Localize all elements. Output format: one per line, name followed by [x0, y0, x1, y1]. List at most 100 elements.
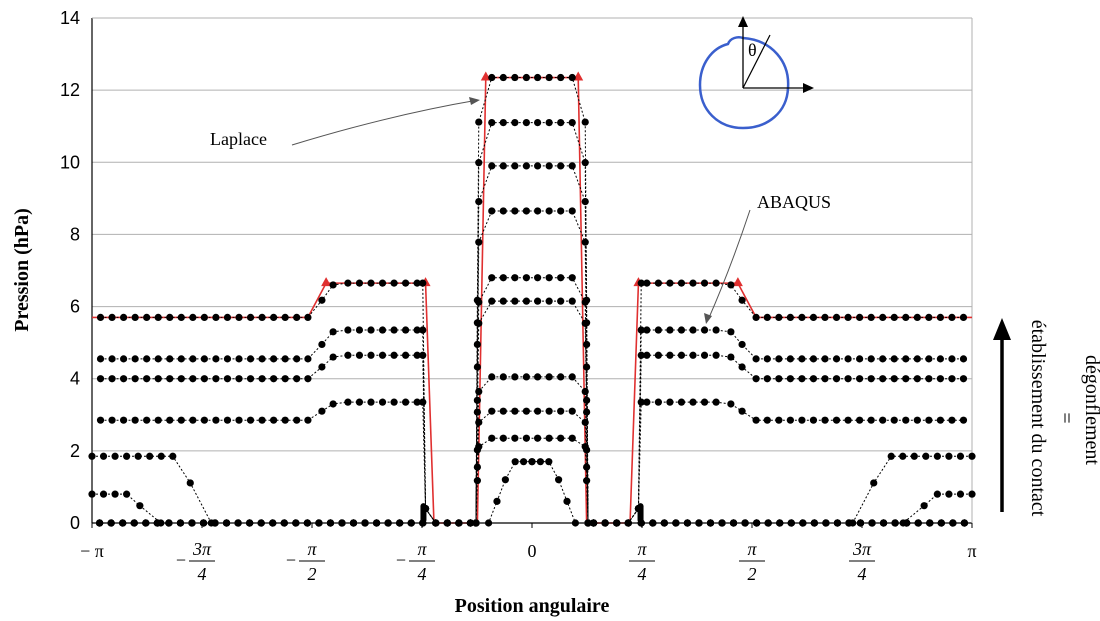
abaqus-point-3-24	[378, 398, 387, 406]
abaqus-cluster-0	[420, 503, 427, 523]
abaqus-point-3-14	[258, 416, 266, 424]
y-tick-label-12: 12	[60, 80, 80, 100]
abaqus-profile-9	[96, 458, 968, 527]
deflation-equals: =	[1055, 412, 1077, 423]
abaqus-point-9-52	[672, 519, 680, 527]
x-tick-label-8: π	[967, 541, 976, 561]
abaqus-point-2-44	[568, 162, 576, 170]
abaqus-point-3-73	[867, 416, 875, 424]
abaqus-point-3-56	[666, 398, 674, 406]
series	[88, 71, 976, 527]
abaqus-side-point-1-3	[933, 490, 941, 498]
abaqus-point-9-14	[257, 519, 265, 527]
abaqus-point-3-15	[270, 416, 278, 424]
abaqus-point-6-38	[511, 373, 519, 381]
abaqus-point-9-60	[764, 519, 772, 527]
abaqus-point-9-64	[810, 519, 818, 527]
laplace-marker-2	[321, 277, 332, 287]
abaqus-point-3-44	[568, 207, 576, 215]
abaqus-point-9-0	[96, 519, 104, 527]
abaqus-point-2-75	[890, 375, 898, 383]
y-axis-title: Pression (hPa)	[11, 208, 33, 332]
abaqus-point-1-24	[378, 326, 387, 334]
abaqus-point-9-68	[856, 519, 865, 527]
abaqus-profile-1	[96, 119, 968, 527]
abaqus-point-1-64	[763, 355, 771, 363]
abaqus-point-1-18	[304, 355, 312, 363]
abaqus-point-2-12	[235, 375, 243, 383]
abaqus-point-8-37	[499, 434, 507, 442]
abaqus-point-3-18	[304, 416, 312, 424]
abaqus-point-0-11	[223, 313, 232, 321]
abaqus-point-0-4	[143, 313, 151, 321]
x-tick-den-5: 4	[638, 564, 647, 584]
abaqus-point-2-19	[318, 363, 326, 371]
abaqus-point-0-23	[367, 279, 375, 287]
abaqus-point-3-36	[475, 238, 483, 246]
abaqus-point-0-2	[119, 313, 128, 321]
abaqus-point-2-5	[154, 375, 162, 383]
abaqus-point-9-42	[555, 476, 563, 484]
abaqus-side-point-0-4	[134, 452, 142, 460]
abaqus-point-9-77	[960, 519, 968, 527]
x-tick-num-2: π	[307, 539, 317, 559]
abaqus-point-0-1	[108, 313, 116, 321]
abaqus-point-1-67	[798, 355, 806, 363]
abaqus-side-point-0-2	[945, 452, 953, 460]
abaqus-point-0-72	[856, 313, 864, 321]
abaqus-side-point-0-6	[899, 452, 907, 460]
abaqus-point-9-15	[269, 519, 277, 527]
abaqus-point-8-42	[557, 434, 565, 442]
abaqus-pointer	[707, 209, 751, 321]
abaqus-point-5-34	[473, 408, 481, 416]
x-tick-label-4: 0	[528, 541, 537, 561]
abaqus-point-2-11	[223, 375, 232, 383]
inset-horizontal-arrowhead	[803, 83, 814, 93]
abaqus-point-3-10	[212, 416, 220, 424]
abaqus-point-1-77	[913, 355, 921, 363]
abaqus-point-9-50	[649, 519, 657, 527]
abaqus-point-0-69	[821, 313, 829, 321]
abaqus-point-3-43	[557, 207, 565, 215]
abaqus-point-9-4	[142, 519, 150, 527]
abaqus-point-1-8	[189, 355, 197, 363]
abaqus-point-0-45	[581, 118, 589, 126]
abaqus-point-1-2	[119, 355, 128, 363]
abaqus-profile-line-1	[100, 122, 964, 524]
abaqus-point-1-26	[402, 326, 410, 334]
abaqus-point-3-67	[798, 416, 806, 424]
abaqus-point-1-6	[166, 355, 174, 363]
abaqus-point-4-37	[499, 274, 507, 282]
abaqus-point-4-34	[473, 396, 481, 404]
abaqus-side-point-1-4	[136, 502, 144, 510]
abaqus-point-4-38	[511, 274, 519, 282]
abaqus-point-1-28	[419, 326, 427, 334]
abaqus-point-0-10	[212, 313, 220, 321]
abaqus-point-9-13	[246, 519, 254, 527]
abaqus-point-0-76	[902, 313, 910, 321]
x-tick-fraction-7: 3π4	[849, 539, 875, 584]
abaqus-point-9-75	[937, 519, 945, 527]
abaqus-point-3-9	[200, 416, 208, 424]
abaqus-point-0-70	[832, 313, 841, 321]
abaqus-point-9-59	[753, 519, 761, 527]
abaqus-point-1-59	[700, 326, 709, 334]
abaqus-point-3-76	[902, 416, 910, 424]
y-tick-label-4: 4	[70, 369, 80, 389]
abaqus-side-point-0-7	[169, 452, 177, 460]
contact-label: établissement du contact	[1027, 320, 1049, 517]
x-tick-label-0: − π	[80, 541, 104, 561]
abaqus-point-3-64	[763, 416, 771, 424]
abaqus-point-1-14	[258, 355, 266, 363]
abaqus-point-0-67	[798, 313, 806, 321]
abaqus-point-9-32	[466, 519, 474, 527]
abaqus-side-point-0-9	[207, 519, 215, 527]
abaqus-point-2-24	[378, 351, 387, 359]
abaqus-point-3-38	[499, 207, 507, 215]
abaqus-point-9-23	[361, 519, 369, 527]
abaqus-point-2-61	[727, 353, 735, 361]
inset-radius-line	[742, 34, 771, 89]
abaqus-point-1-21	[344, 326, 352, 334]
abaqus-point-2-53	[637, 351, 645, 359]
